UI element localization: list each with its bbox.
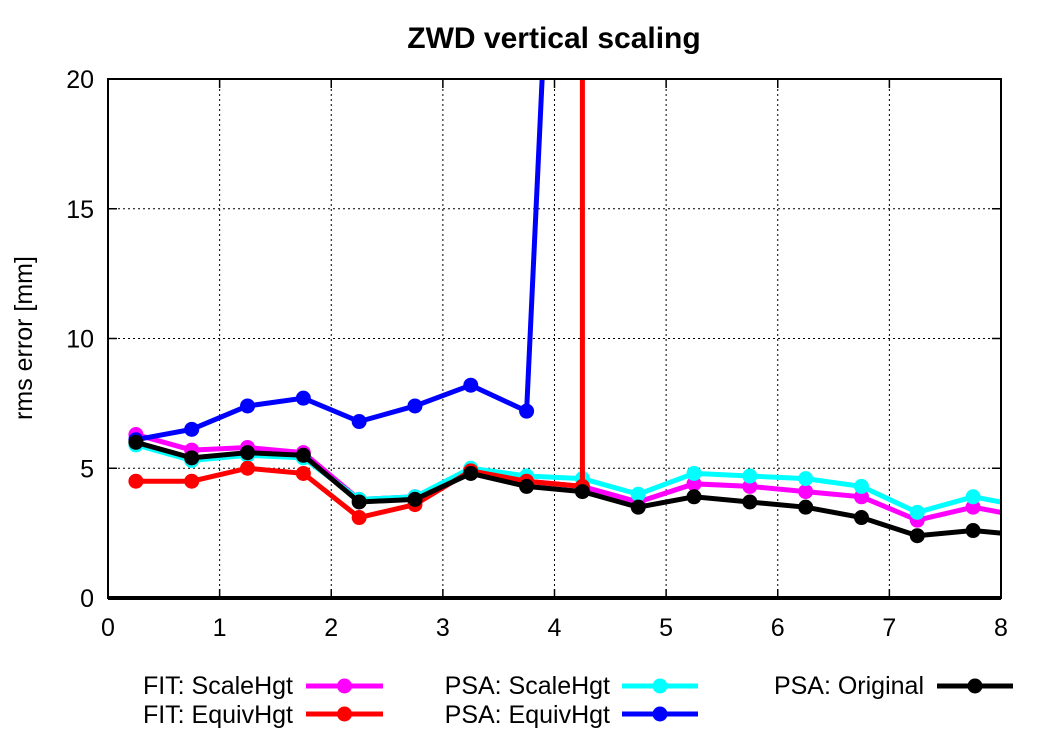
data-point [965, 523, 981, 539]
x-tick-label: 8 [994, 614, 1008, 642]
data-point [351, 414, 367, 430]
data-point [798, 484, 814, 500]
legend-label: PSA: ScaleHgt [445, 672, 610, 700]
data-point [742, 494, 758, 510]
data-point [184, 421, 200, 437]
data-point [240, 445, 256, 461]
data-point [965, 499, 981, 515]
data-point [853, 489, 869, 505]
y-tick-label: 10 [66, 326, 94, 354]
data-point [686, 489, 702, 505]
data-point [240, 460, 256, 476]
data-point [909, 504, 925, 520]
x-tick-label: 4 [548, 614, 562, 642]
data-point [630, 499, 646, 515]
y-tick-label: 15 [66, 196, 94, 224]
data-point [519, 478, 535, 494]
data-point [798, 499, 814, 515]
legend-swatch-marker [337, 678, 352, 694]
data-point [519, 403, 535, 419]
data-point [128, 434, 144, 450]
legend-label: FIT: EquivHgt [143, 701, 293, 729]
data-point [407, 491, 423, 507]
data-point [351, 494, 367, 510]
data-point [407, 398, 423, 414]
data-point [351, 510, 367, 526]
data-point [853, 478, 869, 494]
data-point [295, 447, 311, 463]
data-point [965, 489, 981, 505]
data-point [240, 398, 256, 414]
data-point [574, 484, 590, 500]
x-tick-label: 6 [771, 614, 785, 642]
x-tick-label: 2 [324, 614, 338, 642]
legend-swatch-marker [967, 678, 983, 694]
legend-swatch-marker [652, 706, 668, 722]
data-point [463, 465, 479, 481]
plot-frame [107, 78, 1002, 599]
data-point [742, 478, 758, 494]
y-tick-label: 5 [80, 455, 94, 483]
data-point [295, 390, 311, 406]
x-tick-label: 7 [882, 614, 896, 642]
data-point [686, 465, 702, 481]
x-tick-label: 1 [213, 614, 227, 642]
data-point [853, 510, 869, 526]
data-point [686, 476, 702, 492]
x-tick-label: 0 [101, 614, 115, 642]
series-line [135, 79, 585, 521]
data-point [184, 473, 200, 489]
x-tick-label: 3 [436, 614, 450, 642]
legend-swatch-marker [652, 678, 668, 694]
data-point [742, 468, 758, 484]
data-point [909, 528, 925, 544]
y-tick-label: 0 [80, 585, 94, 613]
series-line [135, 79, 545, 443]
legend-swatch-marker [337, 706, 352, 722]
x-tick-label: 5 [659, 614, 673, 642]
data-point [463, 377, 479, 393]
data-point [128, 473, 144, 489]
y-tick-label: 20 [66, 66, 94, 94]
chart-title: ZWD vertical scaling [407, 22, 700, 55]
data-point [798, 471, 814, 487]
series-group [128, 79, 1001, 544]
legend-label: FIT: ScaleHgt [143, 672, 293, 700]
data-point [184, 450, 200, 466]
legend-label: PSA: EquivHgt [445, 701, 610, 729]
data-point [295, 465, 311, 481]
grid [108, 79, 1001, 598]
data-point [630, 486, 646, 502]
y-axis-label: rms error [mm] [10, 256, 38, 420]
legend-label: PSA: Original [774, 672, 924, 700]
